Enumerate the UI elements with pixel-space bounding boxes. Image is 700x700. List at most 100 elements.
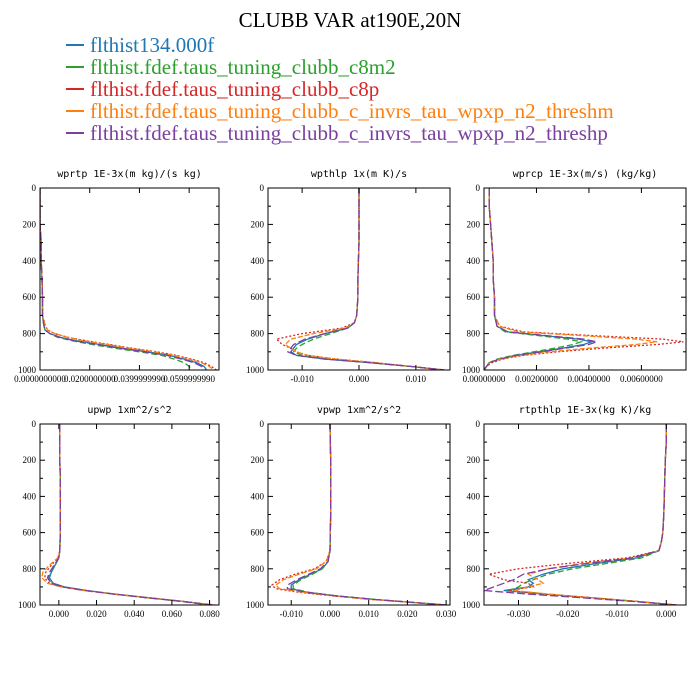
y-tick-label: 400 — [251, 256, 265, 266]
panel-3: wprcp 1E-3x(m/s) (kg/kg) 0 200 400 600 800 100… — [462, 169, 687, 384]
series-line — [41, 424, 214, 605]
series-group — [270, 424, 447, 605]
series-line — [270, 424, 447, 605]
legend-item: flthist.fdef.taus_tuning_clubb_c_invrs_t… — [66, 120, 614, 145]
plot-frame — [39, 423, 220, 606]
series-line — [484, 188, 584, 370]
panel-title: wprtp 1E-3x(m kg)/(s kg) — [57, 169, 202, 180]
y-tick-label: 1000 — [246, 365, 265, 375]
series-line — [40, 188, 193, 370]
series-line — [286, 188, 445, 370]
x-tick-label: 0.080 — [199, 609, 220, 619]
y-tick-label: 1000 — [18, 365, 37, 375]
series-group — [484, 424, 677, 605]
x-tick-label: 0.020 — [86, 609, 107, 619]
x-tick-label: -0.020 — [556, 609, 580, 619]
legend-label: flthist.fdef.taus_tuning_clubb_c_invrs_t… — [90, 120, 608, 145]
y-tick-label: 1000 — [18, 600, 37, 610]
series-group — [484, 188, 684, 370]
legend-line-swatch — [66, 132, 84, 134]
x-tick-label: 0.010 — [406, 374, 427, 384]
legend-line-swatch — [66, 66, 84, 68]
y-tick-label: 800 — [467, 564, 481, 574]
plot-frame — [483, 423, 687, 606]
series-line — [40, 188, 205, 370]
y-tick-label: 600 — [467, 292, 481, 302]
series-line — [44, 424, 216, 605]
series-group — [40, 188, 217, 370]
y-tick-label: 800 — [23, 329, 37, 339]
series-line — [284, 188, 445, 370]
x-tick-label: -0.010 — [280, 609, 304, 619]
y-tick-label: 400 — [251, 491, 265, 501]
x-tick-label: 0.000 — [349, 374, 370, 384]
series-line — [292, 424, 447, 605]
y-tick-label: 1000 — [246, 600, 265, 610]
panel-5: vpwp 1xm^2/s^2 0 200 400 600 800 1000 -0.010 0.0… — [246, 405, 457, 619]
page-title: CLUBB VAR at190E,20N — [238, 8, 462, 32]
legend-item: flthist.fdef.taus_tuning_clubb_c_invrs_t… — [66, 99, 614, 123]
y-tick-label: 0 — [260, 183, 265, 193]
x-tick-label: 0.000 — [49, 609, 70, 619]
legend-label: flthist134.000f — [90, 32, 215, 57]
x-tick-label: -0.010 — [605, 609, 629, 619]
series-line — [484, 188, 658, 370]
series-line — [486, 424, 677, 605]
legend: flthist134.000f flthist.fdef.taus_tuning_… — [66, 32, 614, 145]
y-tick-label: 200 — [23, 219, 37, 229]
x-tick-label: 0.030 — [436, 609, 457, 619]
x-tick-label: 0.000 — [656, 609, 677, 619]
legend-label: flthist.fdef.taus_tuning_clubb_c8m2 — [90, 54, 396, 79]
legend-line-swatch — [66, 88, 84, 90]
legend-line-swatch — [66, 44, 84, 46]
legend-item: flthist.fdef.taus_tuning_clubb_c8m2 — [66, 54, 614, 79]
panel-4: upwp 1xm^2/s^2 0 200 400 600 800 1000 0.000 0.02… — [18, 405, 220, 619]
y-tick-label: 800 — [467, 329, 481, 339]
panel-title: wprcp 1E-3x(m/s) (kg/kg) — [513, 169, 658, 180]
y-tick-label: 600 — [251, 292, 265, 302]
series-line — [484, 424, 677, 605]
y-tick-label: 600 — [251, 528, 265, 538]
series-group — [41, 424, 216, 605]
x-tick-label: 0.0399999990 — [114, 374, 166, 384]
legend-line-swatch — [66, 110, 84, 112]
series-line — [289, 188, 445, 370]
x-tick-label: -0.010 — [291, 374, 315, 384]
x-tick-label: 0.010 — [359, 609, 380, 619]
y-tick-label: 0 — [32, 419, 37, 429]
y-tick-label: 0 — [476, 183, 481, 193]
panel-1: wprtp 1E-3x(m kg)/(s kg) 0 200 400 600 800 100… — [14, 169, 220, 384]
plot-frame — [483, 187, 687, 371]
y-tick-label: 400 — [467, 256, 481, 266]
series-line — [292, 188, 445, 370]
y-tick-label: 800 — [251, 564, 265, 574]
series-line — [48, 424, 214, 605]
x-tick-label: 0.00600000 — [620, 374, 663, 384]
series-line — [513, 424, 677, 605]
series-line — [286, 424, 447, 605]
x-tick-label: 0.060 — [162, 609, 183, 619]
legend-label: flthist.fdef.taus_tuning_clubb_c8p — [90, 76, 380, 101]
panel-6: rtpthlp 1E-3x(kg K)/kg 0 200 400 600 800 1000 -… — [462, 405, 687, 619]
y-tick-label: 400 — [467, 491, 481, 501]
y-tick-label: 200 — [23, 455, 37, 465]
x-tick-label: 0.0200000000 — [64, 374, 116, 384]
y-tick-label: 200 — [467, 219, 481, 229]
x-tick-label: 0.00000000 — [463, 374, 506, 384]
y-tick-label: 0 — [476, 419, 481, 429]
y-tick-label: 600 — [467, 528, 481, 538]
x-tick-label: 0.020 — [397, 609, 418, 619]
y-tick-label: 800 — [251, 329, 265, 339]
plot-frame — [267, 423, 451, 606]
x-tick-label: 0.00200000 — [515, 374, 558, 384]
y-tick-label: 0 — [32, 183, 37, 193]
panel-title: vpwp 1xm^2/s^2 — [317, 405, 401, 416]
x-tick-label: 0.0599999990 — [163, 374, 215, 384]
panel-title: upwp 1xm^2/s^2 — [87, 405, 171, 416]
series-line — [290, 424, 447, 605]
y-tick-label: 400 — [23, 256, 37, 266]
x-tick-label: 0.0000000000 — [14, 374, 66, 384]
series-line — [484, 188, 600, 370]
series-group — [275, 188, 445, 370]
series-line — [40, 188, 215, 370]
